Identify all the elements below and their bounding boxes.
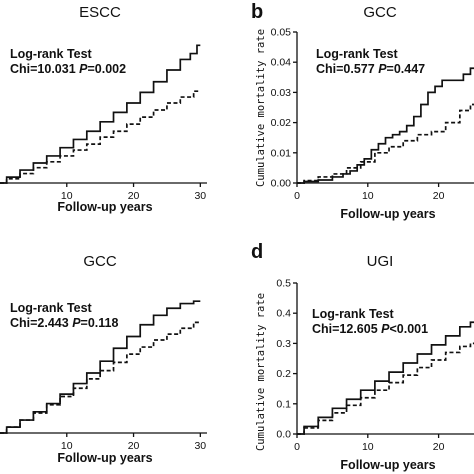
- x-tick-label: 0: [294, 190, 300, 202]
- stat-p-symbol: P: [79, 62, 88, 76]
- y-tick-label: 0.03: [271, 87, 292, 99]
- stat-line-2: Chi=2.443 P=0.118: [10, 316, 118, 330]
- stat-line-1: Log-rank Test: [316, 47, 399, 61]
- x-tick-label: 20: [433, 190, 445, 202]
- chart-title: ESCC: [79, 4, 121, 21]
- y-tick-label: 0.2: [276, 368, 291, 380]
- stat-line-2: Chi=10.031 P=0.002: [10, 62, 126, 76]
- x-axis-label: Follow-up years: [57, 200, 152, 214]
- y-tick-label: 0.3: [276, 338, 291, 350]
- panel-escc: ESCC Log-rank Test Chi=10.031 P=0.002 10…: [0, 4, 207, 214]
- series-solid-curve: [0, 300, 201, 434]
- y-tick-label: 0.00: [271, 178, 292, 190]
- y-tick-label: 0.04: [271, 57, 292, 69]
- panel-d-ugi: d UGI Cumulative mortality rate Log-rank…: [251, 241, 474, 472]
- x-axis-label: Follow-up years: [57, 451, 152, 465]
- x-tick-label: 10: [61, 190, 73, 202]
- stat-p-value: =0.002: [87, 62, 126, 76]
- y-tick-label: 0.5: [276, 278, 291, 290]
- y-axis-label: Cumulative mortality rate: [255, 29, 267, 187]
- stat-line-2: Chi=12.605 P<0.001: [312, 322, 428, 336]
- x-tick-label: 20: [128, 190, 140, 202]
- y-tick-label: 0.02: [271, 117, 292, 129]
- stat-p-symbol: P: [381, 322, 390, 336]
- stat-chi: Chi=0.577: [316, 62, 378, 76]
- stat-p-value: <0.001: [389, 322, 428, 336]
- x-tick-label: 20: [128, 440, 140, 452]
- stat-line-2: Chi=0.577 P=0.447: [316, 62, 425, 76]
- x-tick-label: 30: [194, 440, 206, 452]
- chart-title: UGI: [367, 253, 394, 270]
- stat-p-value: =0.447: [387, 62, 426, 76]
- chart-title: GCC: [83, 253, 117, 270]
- y-tick-label: 0.4: [276, 308, 291, 320]
- x-tick-label: 30: [194, 190, 206, 202]
- series-solid-curve: [297, 67, 474, 184]
- x-axis-label: Follow-up years: [340, 207, 435, 221]
- x-tick-label: 10: [362, 441, 374, 453]
- panel-gcc: GCC Log-rank Test Chi=2.443 P=0.118 10 20…: [0, 253, 207, 465]
- stat-line-1: Log-rank Test: [10, 301, 93, 315]
- stat-chi: Chi=10.031: [10, 62, 79, 76]
- stat-line-1: Log-rank Test: [10, 47, 93, 61]
- y-axis-label: Cumulative mortality rate: [255, 293, 267, 451]
- stat-chi: Chi=12.605: [312, 322, 381, 336]
- stat-p-value: =0.118: [81, 316, 119, 330]
- stat-p-symbol: P: [378, 62, 387, 76]
- series-dashed-curve: [0, 321, 201, 434]
- panel-b-gcc: b GCC Cumulative mortality rate Log-rank…: [251, 1, 474, 221]
- x-tick-label: 20: [433, 441, 445, 453]
- x-tick-label: 10: [61, 440, 73, 452]
- series-solid-curve: [0, 44, 201, 184]
- panel-letter-d: d: [251, 241, 263, 263]
- series-dashed-curve: [297, 103, 474, 184]
- y-tick-label: 0.05: [271, 27, 292, 39]
- chart-title: GCC: [363, 4, 397, 21]
- y-tick-label: 0.1: [276, 398, 291, 410]
- stat-chi: Chi=2.443: [10, 316, 72, 330]
- panel-letter-b: b: [251, 1, 263, 23]
- x-axis-label: Follow-up years: [340, 458, 435, 472]
- stat-line-1: Log-rank Test: [312, 307, 395, 321]
- series-dashed-curve: [297, 342, 474, 435]
- series-solid-curve: [297, 321, 474, 435]
- series-dashed-curve: [0, 90, 201, 184]
- y-tick-label: 0.0: [276, 429, 291, 441]
- y-tick-label: 0.01: [271, 147, 292, 159]
- stat-p-symbol: P: [72, 316, 81, 330]
- x-tick-label: 10: [362, 190, 374, 202]
- x-tick-label: 0: [294, 441, 300, 453]
